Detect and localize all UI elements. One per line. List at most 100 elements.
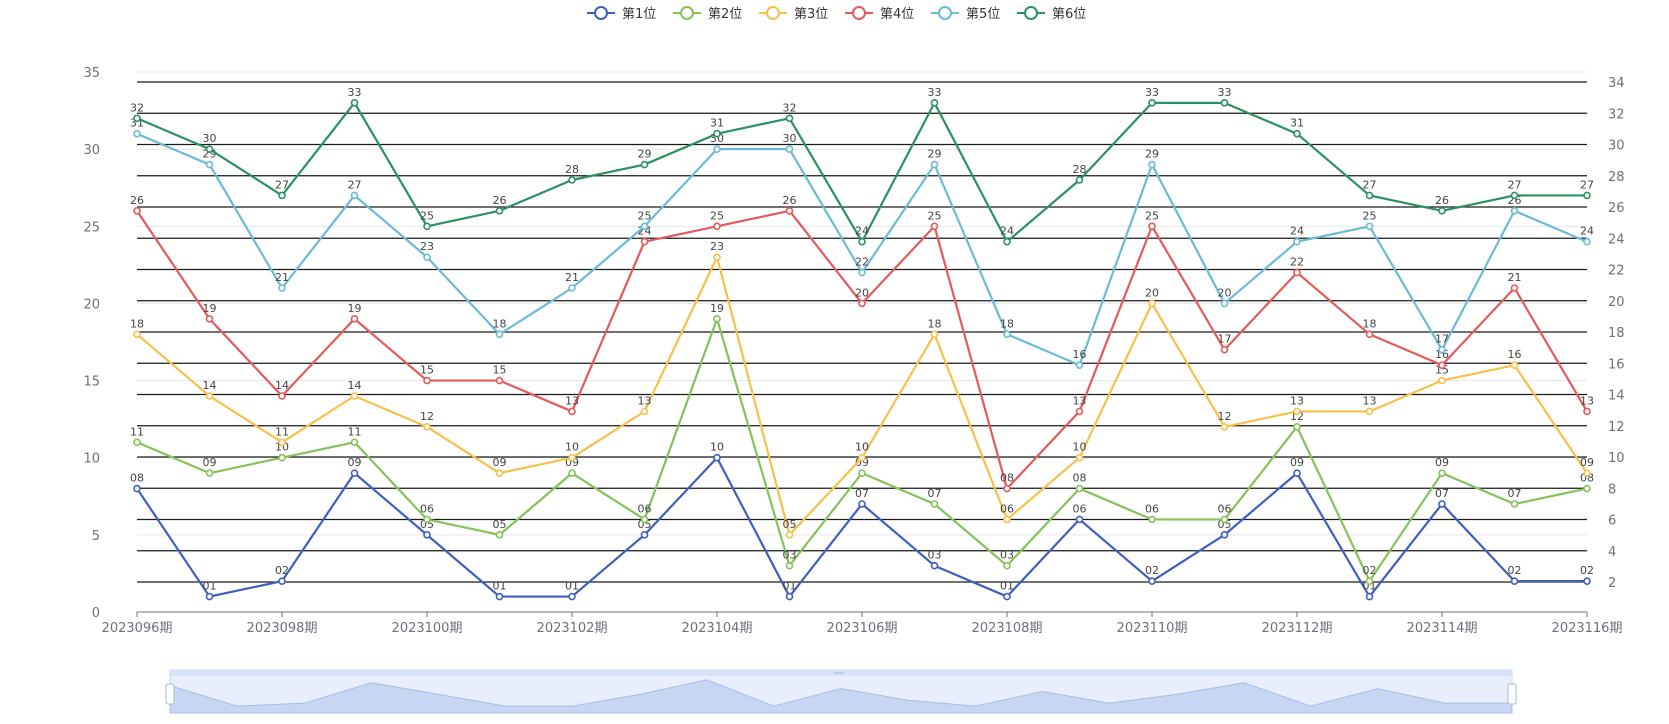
data-point[interactable] bbox=[1148, 222, 1156, 231]
data-point[interactable] bbox=[640, 515, 649, 524]
data-point[interactable] bbox=[1148, 299, 1156, 308]
data-point[interactable] bbox=[1365, 577, 1374, 585]
data-point[interactable] bbox=[423, 531, 431, 539]
data-point[interactable] bbox=[640, 237, 649, 246]
data-point[interactable] bbox=[1075, 453, 1084, 462]
data-point[interactable] bbox=[495, 592, 504, 601]
data-point[interactable] bbox=[713, 222, 721, 231]
data-point[interactable] bbox=[713, 253, 721, 261]
data-point[interactable] bbox=[1075, 515, 1084, 524]
data-point[interactable] bbox=[278, 392, 286, 400]
data-point[interactable] bbox=[713, 129, 721, 138]
data-point[interactable] bbox=[1293, 469, 1301, 477]
legend-item-6[interactable]: 第6位 bbox=[1017, 6, 1086, 22]
data-point[interactable] bbox=[1003, 484, 1011, 493]
data-point[interactable] bbox=[858, 500, 866, 508]
data-point[interactable] bbox=[568, 407, 576, 416]
zoom-handle-left[interactable] bbox=[165, 683, 175, 705]
data-point[interactable] bbox=[785, 207, 794, 215]
data-point[interactable] bbox=[278, 284, 286, 292]
data-point[interactable] bbox=[785, 531, 794, 539]
legend-item-1[interactable]: 第1位 bbox=[587, 6, 656, 22]
data-point[interactable] bbox=[1583, 469, 1591, 477]
data-point[interactable] bbox=[1365, 330, 1374, 339]
data-point[interactable] bbox=[1438, 345, 1446, 354]
data-point[interactable] bbox=[1438, 469, 1446, 477]
data-point[interactable] bbox=[205, 315, 214, 323]
data-point[interactable] bbox=[1583, 484, 1591, 493]
data-point[interactable] bbox=[1438, 500, 1446, 508]
data-point[interactable] bbox=[1510, 500, 1519, 508]
data-point[interactable] bbox=[858, 469, 866, 477]
data-point[interactable] bbox=[930, 99, 939, 107]
legend-item-5[interactable]: 第5位 bbox=[931, 6, 1000, 22]
data-point[interactable] bbox=[568, 284, 576, 292]
data-point[interactable] bbox=[640, 407, 649, 416]
data-point[interactable] bbox=[495, 207, 504, 215]
data-point[interactable] bbox=[858, 453, 866, 462]
data-point[interactable] bbox=[133, 207, 141, 215]
data-point[interactable] bbox=[133, 438, 141, 447]
data-point[interactable] bbox=[423, 423, 431, 431]
data-point[interactable] bbox=[1003, 237, 1011, 246]
data-point[interactable] bbox=[1510, 191, 1519, 200]
data-point[interactable] bbox=[858, 268, 866, 277]
data-point[interactable] bbox=[1075, 361, 1084, 369]
data-point[interactable] bbox=[1220, 299, 1229, 308]
data-point[interactable] bbox=[930, 500, 939, 508]
data-point[interactable] bbox=[640, 160, 649, 169]
data-point[interactable] bbox=[1365, 407, 1374, 416]
data-point[interactable] bbox=[1365, 592, 1374, 601]
data-point[interactable] bbox=[1075, 484, 1084, 493]
data-point[interactable] bbox=[568, 592, 576, 601]
data-point[interactable] bbox=[133, 484, 141, 493]
data-point[interactable] bbox=[568, 469, 576, 477]
data-point[interactable] bbox=[1510, 207, 1519, 215]
legend-item-3[interactable]: 第3位 bbox=[759, 6, 828, 22]
data-point[interactable] bbox=[278, 577, 286, 585]
data-point[interactable] bbox=[568, 176, 576, 184]
data-point[interactable] bbox=[350, 191, 359, 200]
data-point[interactable] bbox=[785, 145, 794, 153]
data-point[interactable] bbox=[1148, 160, 1156, 169]
data-point[interactable] bbox=[1583, 237, 1591, 246]
data-point[interactable] bbox=[1510, 284, 1519, 292]
data-point[interactable] bbox=[1220, 531, 1229, 539]
data-point[interactable] bbox=[1220, 99, 1229, 107]
data-point[interactable] bbox=[350, 315, 359, 323]
data-point[interactable] bbox=[930, 561, 939, 570]
data-point[interactable] bbox=[133, 114, 141, 123]
data-point[interactable] bbox=[1003, 515, 1011, 524]
data-point[interactable] bbox=[1220, 423, 1229, 431]
data-point[interactable] bbox=[423, 515, 431, 524]
data-point[interactable] bbox=[205, 145, 214, 153]
data-point[interactable] bbox=[205, 160, 214, 169]
data-point[interactable] bbox=[1220, 345, 1229, 354]
data-point[interactable] bbox=[785, 114, 794, 123]
data-point[interactable] bbox=[1438, 207, 1446, 215]
data-point[interactable] bbox=[858, 299, 866, 308]
data-point[interactable] bbox=[1293, 129, 1301, 138]
data-point[interactable] bbox=[495, 376, 504, 385]
data-point[interactable] bbox=[495, 469, 504, 477]
legend-item-4[interactable]: 第4位 bbox=[845, 6, 914, 22]
data-point[interactable] bbox=[495, 531, 504, 539]
data-point[interactable] bbox=[640, 531, 649, 539]
data-point[interactable] bbox=[350, 438, 359, 447]
data-point[interactable] bbox=[1220, 515, 1229, 524]
data-point[interactable] bbox=[1148, 99, 1156, 107]
data-point[interactable] bbox=[713, 145, 721, 153]
data-point[interactable] bbox=[423, 253, 431, 261]
data-point[interactable] bbox=[1510, 577, 1519, 585]
data-point[interactable] bbox=[133, 129, 141, 138]
data-point[interactable] bbox=[1293, 423, 1301, 431]
data-point[interactable] bbox=[1365, 222, 1374, 231]
data-point[interactable] bbox=[1148, 515, 1156, 524]
zoom-handle-right[interactable] bbox=[1507, 683, 1517, 705]
data-point[interactable] bbox=[1365, 191, 1374, 200]
data-point[interactable] bbox=[1510, 361, 1519, 369]
data-point[interactable] bbox=[1075, 407, 1084, 416]
data-point[interactable] bbox=[1438, 361, 1446, 369]
data-point[interactable] bbox=[568, 453, 576, 462]
data-point[interactable] bbox=[785, 561, 794, 570]
